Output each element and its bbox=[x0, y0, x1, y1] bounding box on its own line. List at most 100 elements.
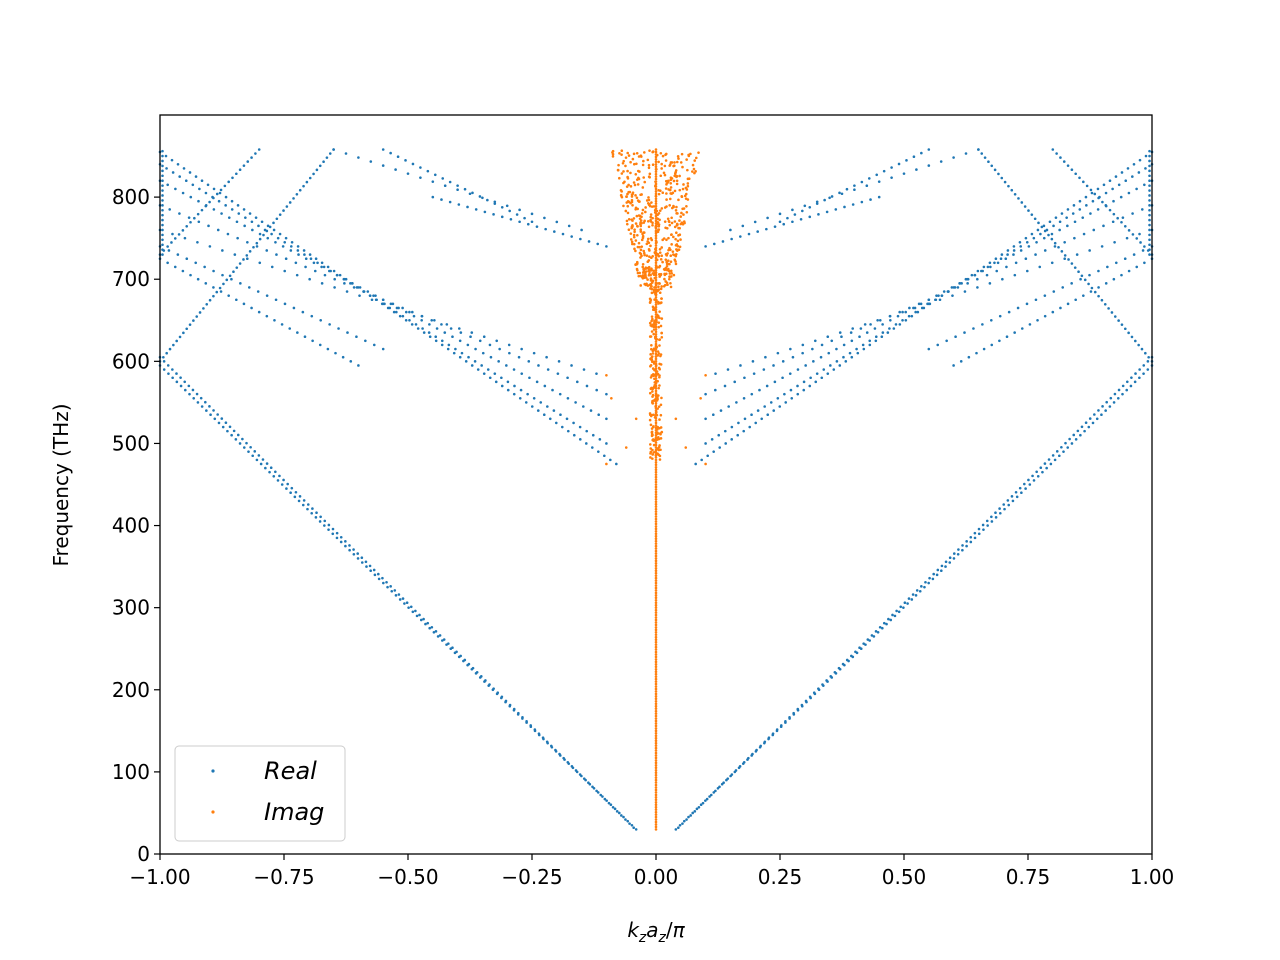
real-point bbox=[1088, 273, 1091, 277]
real-point bbox=[1108, 179, 1112, 182]
imag-point bbox=[669, 281, 672, 285]
real-point bbox=[507, 343, 511, 347]
imag-point bbox=[674, 170, 677, 174]
real-point bbox=[712, 413, 715, 417]
real-point bbox=[276, 479, 280, 482]
imag-point bbox=[640, 215, 643, 219]
real-point bbox=[989, 265, 992, 269]
imag-point bbox=[654, 724, 658, 728]
real-point bbox=[508, 209, 511, 213]
real-point bbox=[1143, 245, 1146, 248]
real-point bbox=[1055, 152, 1058, 155]
imag-point bbox=[684, 197, 688, 200]
real-point bbox=[796, 707, 800, 711]
real-point bbox=[697, 805, 701, 809]
real-point bbox=[301, 310, 305, 314]
real-point bbox=[204, 191, 208, 195]
real-point bbox=[306, 503, 310, 506]
real-point bbox=[488, 683, 491, 686]
imag-point bbox=[654, 389, 658, 393]
real-point bbox=[961, 544, 964, 547]
imag-point bbox=[674, 262, 678, 266]
real-point bbox=[917, 302, 921, 306]
imag-point bbox=[654, 744, 658, 747]
real-point bbox=[542, 413, 546, 417]
real-point bbox=[305, 180, 309, 184]
real-point bbox=[1078, 199, 1082, 203]
imag-point bbox=[678, 245, 682, 249]
real-point bbox=[306, 507, 309, 511]
real-point bbox=[457, 203, 461, 206]
real-point bbox=[817, 687, 820, 690]
real-point bbox=[411, 162, 415, 166]
real-point bbox=[161, 169, 164, 173]
real-point bbox=[963, 331, 966, 334]
real-point bbox=[1097, 269, 1100, 273]
imag-point bbox=[657, 386, 660, 390]
imag-point bbox=[669, 260, 673, 263]
real-point bbox=[173, 237, 177, 240]
real-point bbox=[1036, 318, 1039, 322]
real-point bbox=[1140, 347, 1144, 351]
real-point bbox=[580, 228, 583, 232]
real-point bbox=[959, 360, 963, 363]
real-point bbox=[492, 213, 495, 216]
real-point bbox=[539, 401, 543, 404]
real-point bbox=[927, 148, 931, 151]
real-point bbox=[236, 236, 239, 240]
real-point bbox=[476, 368, 480, 371]
imag-point bbox=[654, 658, 658, 661]
imag-point bbox=[654, 788, 658, 792]
imag-point bbox=[654, 405, 657, 408]
real-point bbox=[928, 576, 931, 580]
imag-point bbox=[648, 412, 652, 415]
real-point bbox=[372, 568, 376, 572]
real-point bbox=[1070, 168, 1074, 171]
imag-point bbox=[650, 291, 654, 295]
real-point bbox=[1042, 236, 1046, 240]
real-point bbox=[224, 204, 227, 207]
real-point bbox=[382, 581, 385, 585]
real-point bbox=[295, 193, 299, 196]
real-point bbox=[889, 318, 892, 322]
imag-point bbox=[654, 640, 658, 644]
imag-point bbox=[650, 267, 653, 270]
real-point bbox=[481, 196, 484, 200]
real-point bbox=[578, 773, 582, 776]
real-point bbox=[700, 458, 703, 462]
real-point bbox=[565, 417, 569, 421]
imag-point bbox=[665, 198, 668, 201]
imag-point bbox=[654, 611, 658, 614]
x-tick-label: −0.50 bbox=[377, 865, 438, 889]
real-point bbox=[694, 462, 697, 466]
real-point bbox=[1144, 154, 1148, 158]
real-point bbox=[161, 233, 164, 237]
real-point bbox=[343, 277, 347, 281]
real-point bbox=[1091, 421, 1095, 425]
imag-point bbox=[677, 157, 680, 160]
real-point bbox=[1108, 208, 1112, 212]
real-point bbox=[999, 257, 1003, 260]
imag-point bbox=[678, 219, 681, 222]
imag-point bbox=[649, 283, 653, 287]
real-point bbox=[1027, 209, 1030, 212]
imag-point bbox=[654, 441, 658, 444]
real-point bbox=[440, 339, 444, 343]
real-point bbox=[585, 442, 588, 445]
imag-point bbox=[652, 288, 656, 292]
real-point bbox=[195, 392, 199, 396]
real-point bbox=[212, 294, 215, 298]
imag-point bbox=[663, 283, 667, 287]
real-point bbox=[270, 265, 274, 269]
real-point bbox=[1148, 164, 1151, 168]
real-point bbox=[835, 360, 839, 363]
real-point bbox=[1112, 199, 1115, 203]
real-point bbox=[398, 598, 402, 601]
imag-point bbox=[654, 581, 658, 585]
real-point bbox=[1132, 253, 1136, 256]
real-point bbox=[976, 277, 979, 281]
imag-point bbox=[657, 405, 661, 408]
real-point bbox=[1037, 221, 1040, 225]
real-point bbox=[823, 198, 826, 202]
real-point bbox=[236, 433, 240, 437]
